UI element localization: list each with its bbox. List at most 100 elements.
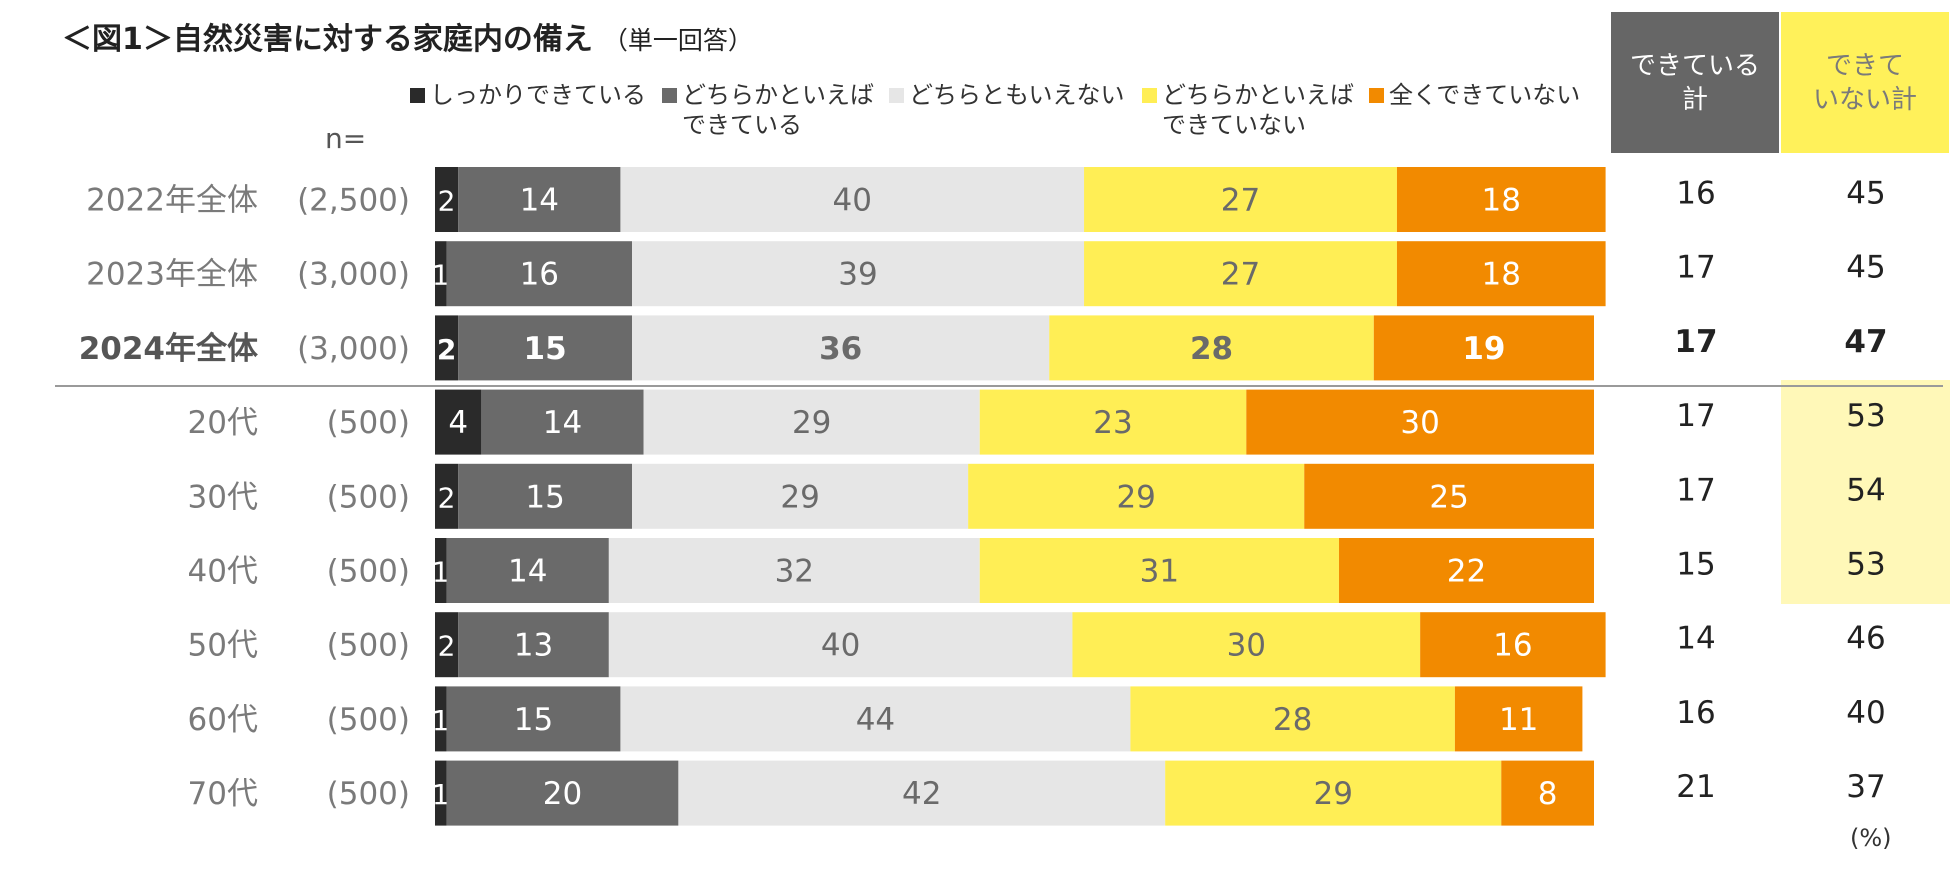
category-label: 2022年全体 — [86, 183, 258, 219]
data-label: 16 — [520, 257, 559, 293]
total-yes-value: 17 — [1676, 472, 1715, 508]
category-label: 60代 — [188, 702, 258, 738]
data-label: 13 — [514, 628, 553, 664]
bar-segment — [458, 315, 633, 381]
total-yes-value: 17 — [1676, 250, 1715, 286]
data-label: 40 — [833, 183, 872, 219]
category-label: 2024年全体 — [79, 331, 258, 367]
bar-segment — [979, 538, 1340, 603]
bar-segment — [446, 686, 621, 752]
data-label: 40 — [821, 628, 860, 664]
data-label: 29 — [1313, 776, 1352, 812]
total-yes-value: 17 — [1674, 324, 1717, 360]
bar-segment — [1165, 760, 1502, 826]
n-value-label: (3,000) — [297, 257, 410, 293]
data-label: 32 — [775, 554, 814, 590]
bar-segment — [446, 538, 609, 603]
bar-segment — [446, 241, 633, 307]
bar-segment — [632, 241, 1085, 307]
bar-segment — [458, 463, 633, 529]
total-yes-header: できている 計 — [1611, 12, 1779, 153]
total-yes-value: 16 — [1676, 176, 1715, 212]
data-label: 29 — [780, 479, 819, 515]
data-label: 18 — [1482, 257, 1521, 293]
bar-segment — [458, 612, 609, 678]
data-label: 28 — [1273, 702, 1312, 738]
bar-segment — [435, 389, 482, 455]
bar-segment — [620, 686, 1131, 752]
bar-segment — [1396, 241, 1606, 307]
n-value-label: (500) — [327, 702, 410, 738]
category-label: 20代 — [188, 405, 258, 441]
data-label: 11 — [1499, 702, 1538, 738]
data-label: 29 — [1116, 479, 1155, 515]
data-label: 31 — [1140, 554, 1179, 590]
n-value-label: (500) — [327, 776, 410, 812]
data-label: 15 — [514, 702, 553, 738]
legend-swatch — [1369, 88, 1384, 103]
data-label: 14 — [508, 554, 547, 590]
total-no-value: 54 — [1846, 472, 1885, 508]
data-label: 15 — [525, 479, 564, 515]
data-label: 28 — [1190, 331, 1233, 367]
data-label: 2 — [438, 630, 456, 663]
data-label: 1 — [432, 259, 450, 292]
no-total-highlight — [1781, 380, 1950, 604]
data-label: 2 — [438, 481, 456, 514]
legend-swatch — [410, 88, 425, 103]
data-label: 42 — [902, 776, 941, 812]
data-label: 22 — [1447, 554, 1486, 590]
n-value-label: (500) — [327, 628, 410, 664]
bar-segment — [1373, 315, 1594, 381]
total-no-value: 45 — [1846, 250, 1885, 286]
legend-item-3: どちらともいえない — [889, 80, 1125, 110]
bar-segment — [632, 315, 1050, 381]
data-label: 27 — [1221, 183, 1260, 219]
total-no-value: 37 — [1846, 769, 1885, 805]
group-divider — [55, 385, 1943, 387]
n-value-label: (500) — [327, 554, 410, 590]
data-label: 18 — [1482, 183, 1521, 219]
legend-item-5: 全くできていない — [1369, 80, 1580, 110]
n-value-label: (500) — [327, 405, 410, 441]
bar-segment — [1084, 167, 1397, 232]
data-label: 1 — [432, 556, 450, 589]
bar-segment — [1130, 686, 1455, 752]
legend-swatch — [1142, 88, 1157, 103]
bar-segment — [1339, 538, 1594, 603]
data-label: 14 — [520, 183, 559, 219]
bar-segment — [446, 760, 679, 826]
total-yes-value: 15 — [1676, 547, 1715, 583]
bar-segment — [968, 463, 1305, 529]
bar-segment — [481, 389, 644, 455]
total-yes-value: 14 — [1676, 621, 1715, 657]
bar-segment — [1072, 612, 1421, 678]
data-label: 30 — [1227, 628, 1266, 664]
total-no-header: できて いない計 — [1781, 12, 1949, 153]
bar-segment — [1501, 760, 1594, 826]
legend-label: 全くできていない — [1389, 81, 1581, 109]
bar-segment — [1049, 315, 1374, 381]
bar-segment — [1304, 463, 1594, 529]
bar-segment — [435, 686, 447, 752]
data-label: 15 — [524, 331, 567, 367]
data-label: 19 — [1462, 331, 1505, 367]
bar-segment — [678, 760, 1166, 826]
legend-label: どちらかといえば できている — [682, 81, 874, 139]
data-label: 16 — [1493, 628, 1532, 664]
bar-segment — [435, 241, 447, 307]
bar-segment — [1454, 686, 1583, 752]
legend-swatch — [662, 88, 677, 103]
bar-segment — [608, 538, 980, 603]
bar-segment — [458, 167, 621, 232]
data-label: 44 — [856, 702, 895, 738]
total-no-value: 46 — [1846, 621, 1885, 657]
bar-segment — [1246, 389, 1594, 455]
n-value-label: (500) — [327, 479, 410, 515]
bar-segment — [608, 612, 1073, 678]
legend-item-2: どちらかといえば できている — [662, 80, 874, 140]
bar-segment — [435, 167, 459, 232]
data-label: 23 — [1093, 405, 1132, 441]
data-label: 29 — [792, 405, 831, 441]
